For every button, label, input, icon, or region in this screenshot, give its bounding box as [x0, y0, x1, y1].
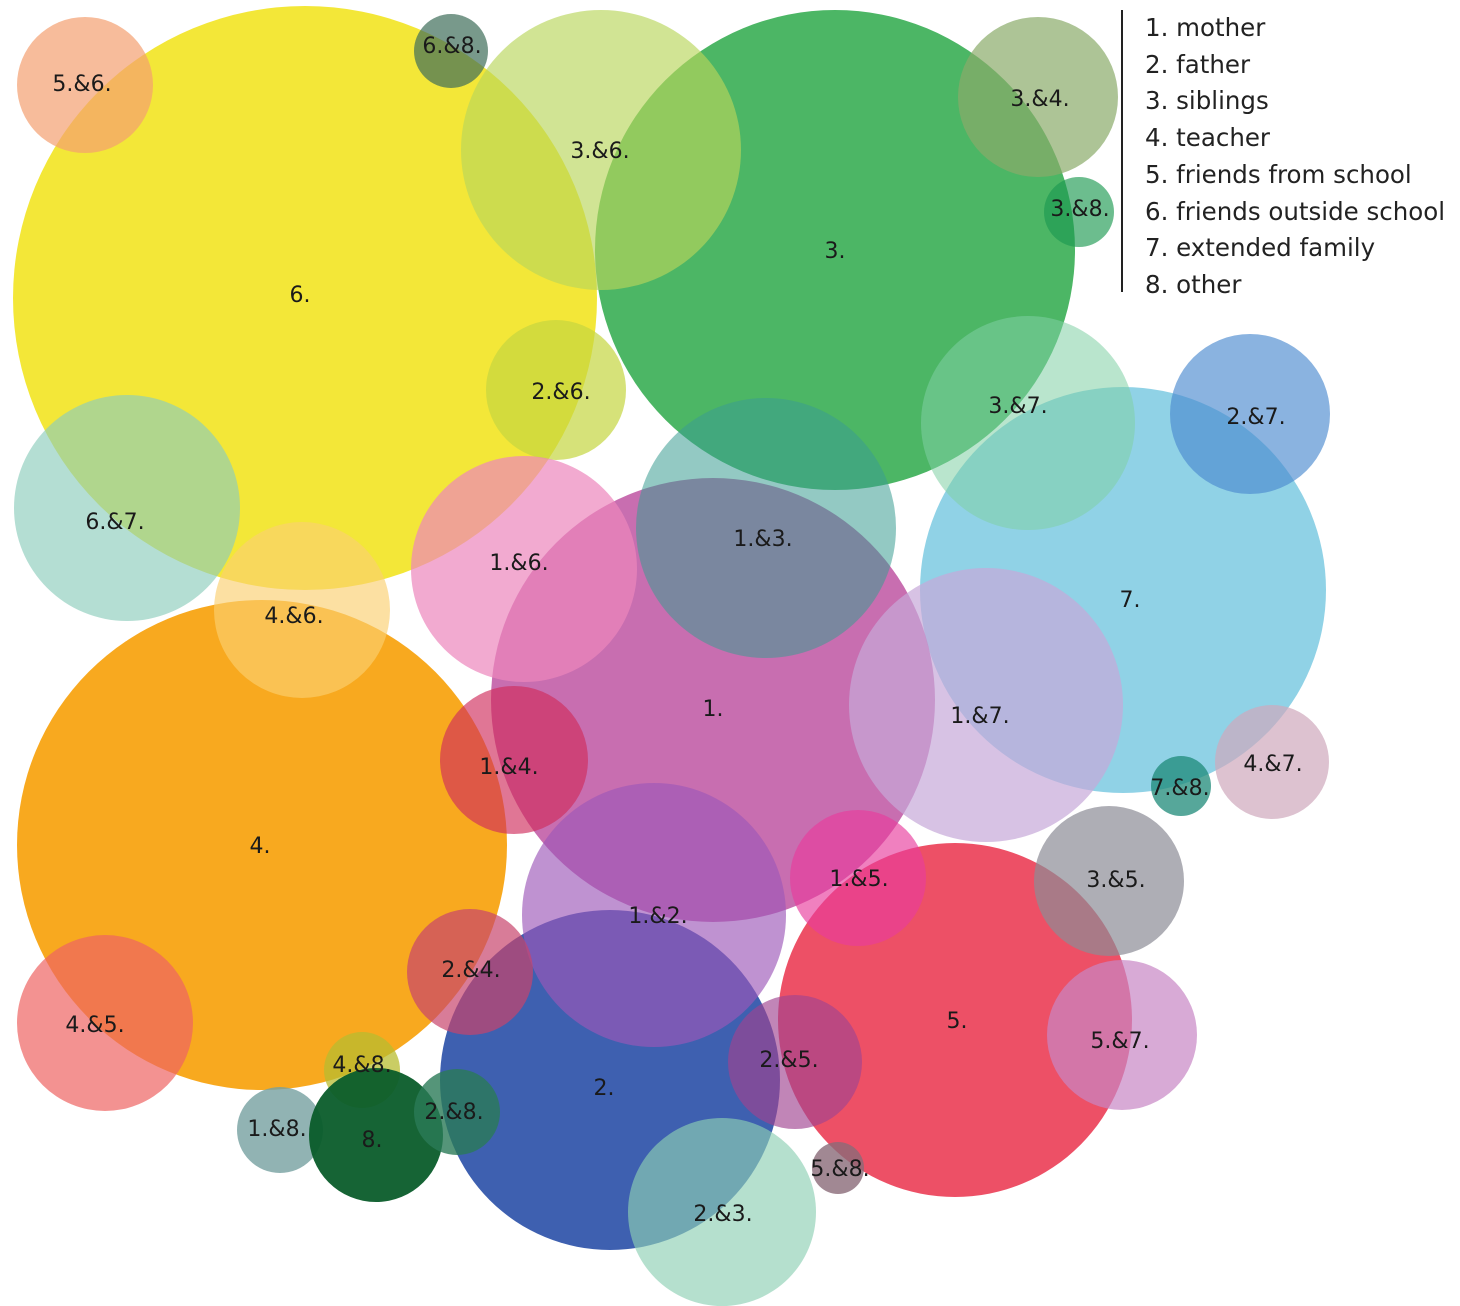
legend-item-siblings: 3. siblings [1145, 86, 1269, 116]
legend-item-mother: 1. mother [1145, 13, 1266, 42]
legend-item-other: 8. other [1145, 269, 1242, 299]
bubble-label-5-8: 5.&8. [810, 1157, 869, 1182]
bubble-label-3-4: 3.&4. [1010, 87, 1069, 112]
bubble-5-8 [812, 1142, 864, 1194]
bubble-label-2-5: 2.&5. [759, 1048, 818, 1073]
bubble-label-3-6: 3.&6. [570, 139, 629, 164]
bubble-label-7-8: 7.&8. [1150, 776, 1209, 801]
bubble-3-7 [921, 316, 1135, 530]
bubble-label-2: 2. [594, 1076, 615, 1101]
bubble-1-2 [522, 783, 786, 1047]
bubble-label-1-8: 1.&8. [247, 1117, 306, 1142]
labels-layer: 6. 3. 7. 4. 5. 2. 1. 5.&6. 6.&8. 3.&6. 3.&4. 3.&8. 2… [52, 34, 1302, 1227]
bubble-label-2-8: 2.&8. [424, 1100, 483, 1125]
legend: 1. mother 2. father 3. siblings 4. teach… [1121, 10, 1457, 299]
bubble-label-7: 7. [1120, 588, 1141, 613]
bubble-1-3 [636, 398, 896, 658]
bubble-3-4 [958, 17, 1118, 177]
bubble-label-2-3: 2.&3. [693, 1202, 752, 1227]
bubble-label-5-6: 5.&6. [52, 72, 111, 97]
bubble-5-6 [17, 17, 153, 153]
bubble-3-8 [1044, 177, 1114, 247]
bubble-label-4-8: 4.&8. [332, 1053, 391, 1078]
bubble-label-6: 6. [290, 283, 311, 308]
bubble-label-2-6: 2.&6. [531, 380, 590, 405]
bubble-label-4-6: 4.&6. [264, 604, 323, 629]
bubble-2-5 [728, 995, 862, 1129]
bubble-4-6 [214, 522, 390, 698]
bubble-4-7 [1215, 705, 1329, 819]
bubble-3-6 [461, 10, 741, 290]
bubble-2-8 [414, 1069, 500, 1155]
legend-item-extended-family: 7. extended family [1145, 233, 1376, 263]
bubble-6-8 [414, 14, 488, 88]
bubble-label-2-4: 2.&4. [441, 958, 500, 983]
bubble-label-6-7: 6.&7. [85, 510, 144, 535]
bubble-1-8 [237, 1087, 323, 1173]
bubble-7-8 [1151, 756, 1211, 816]
bubble-label-1-2: 1.&2. [628, 904, 687, 929]
bubble-3-5 [1034, 806, 1184, 956]
bubble-label-2-7: 2.&7. [1226, 405, 1285, 430]
legend-item-friends-from-school: 5. friends from school [1145, 159, 1412, 189]
bubble-label-1-6: 1.&6. [489, 551, 548, 576]
bubble-label-1: 1. [703, 697, 724, 722]
circles-layer [13, 6, 1330, 1306]
bubble-4-5 [17, 935, 193, 1111]
bubble-2-3 [628, 1118, 816, 1306]
bubble-label-5: 5. [947, 1009, 968, 1034]
bubble-label-3-7: 3.&7. [988, 394, 1047, 419]
bubble-label-1-3: 1.&3. [733, 527, 792, 552]
bubble-label-6-8: 6.&8. [422, 34, 481, 59]
bubble-label-4: 4. [250, 834, 271, 859]
bubble-1-7 [849, 568, 1123, 842]
bubble-label-5-7: 5.&7. [1090, 1029, 1149, 1054]
legend-item-friends-outside-school: 6. friends outside school [1145, 196, 1446, 226]
bubble-label-4-5: 4.&5. [65, 1013, 124, 1038]
bubble-2-6 [486, 320, 626, 460]
legend-item-father: 2. father [1145, 49, 1251, 79]
bubble-label-3-8: 3.&8. [1050, 197, 1109, 222]
bubble-1-5 [790, 810, 926, 946]
bubble-label-1-5: 1.&5. [829, 867, 888, 892]
legend-item-teacher: 4. teacher [1145, 123, 1271, 153]
bubble-1-6 [411, 456, 637, 682]
bubble-label-1-4: 1.&4. [479, 755, 538, 780]
bubble-label-3: 3. [825, 239, 846, 264]
bubble-1-4 [440, 686, 588, 834]
bubble-label-8: 8. [362, 1128, 383, 1153]
bubble-label-1-7: 1.&7. [950, 704, 1009, 729]
bubble-2-4 [407, 909, 533, 1035]
bubble-2-7 [1170, 334, 1330, 494]
bubble-6-7 [14, 395, 240, 621]
bubble-label-4-7: 4.&7. [1243, 752, 1302, 777]
bubble-8 [309, 1068, 443, 1202]
bubble-5-7 [1047, 960, 1197, 1110]
bubble-label-3-5: 3.&5. [1086, 868, 1145, 893]
